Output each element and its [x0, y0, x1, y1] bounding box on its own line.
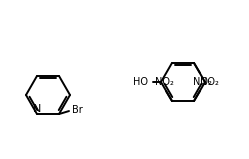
Text: Br: Br: [72, 105, 82, 115]
Text: NO₂: NO₂: [192, 77, 211, 87]
Text: NO₂: NO₂: [155, 77, 174, 87]
Text: HO: HO: [132, 77, 147, 87]
Text: NO₂: NO₂: [199, 77, 218, 87]
Text: N: N: [33, 104, 41, 114]
